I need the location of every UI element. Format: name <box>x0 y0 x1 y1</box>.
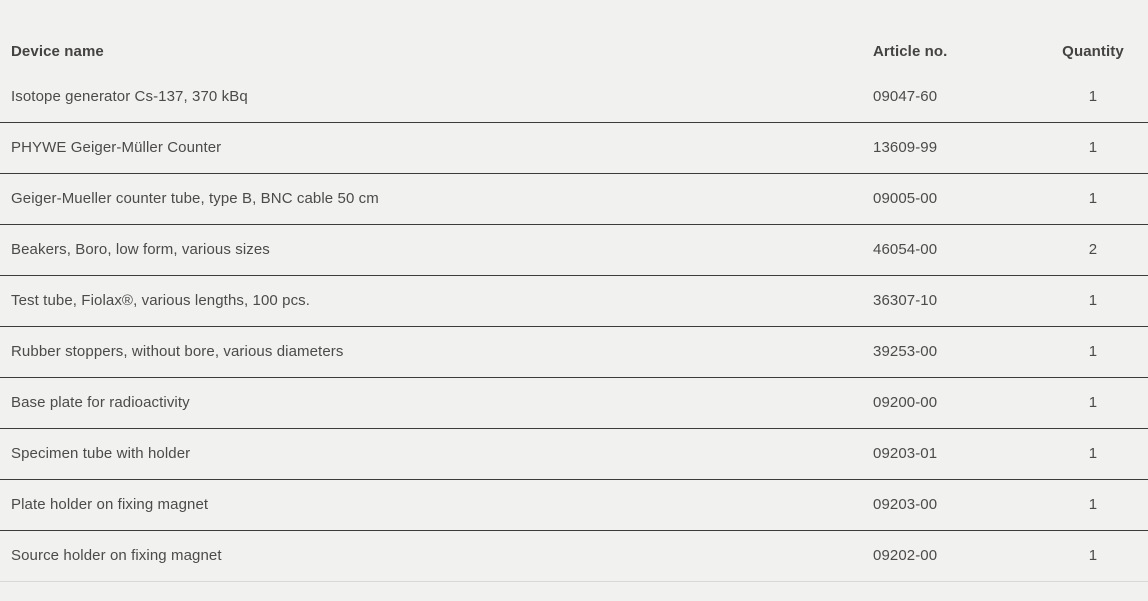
article-no-cell: 13609-99 <box>873 139 938 156</box>
quantity-cell: 1 <box>1088 445 1098 462</box>
device-name-cell: PHYWE Geiger-Müller Counter <box>11 139 222 156</box>
device-name-cell: Source holder on fixing magnet <box>11 547 222 564</box>
article-no-cell: 09200-00 <box>873 394 938 411</box>
device-name-cell: Geiger-Mueller counter tube, type B, BNC… <box>11 190 379 207</box>
quantity-cell: 1 <box>1088 343 1098 360</box>
device-name-cell: Specimen tube with holder <box>11 445 191 462</box>
table-row: PHYWE Geiger-Müller Counter 13609-99 1 <box>0 123 1148 174</box>
article-no-cell: 36307-10 <box>873 292 938 309</box>
article-no-cell: 09203-01 <box>873 445 938 462</box>
table-row: Beakers, Boro, low form, various sizes 4… <box>0 225 1148 276</box>
table-row: Source holder on fixing magnet 09202-00 … <box>0 531 1148 582</box>
quantity-cell: 2 <box>1088 241 1098 258</box>
quantity-cell: 1 <box>1088 394 1098 411</box>
device-name-cell: Rubber stoppers, without bore, various d… <box>11 343 344 360</box>
quantity-cell: 1 <box>1088 139 1098 156</box>
device-name-cell: Base plate for radioactivity <box>11 394 190 411</box>
column-header-article-no: Article no. <box>873 42 948 60</box>
equipment-table: Device name Article no. Quantity Isotope… <box>0 31 1148 582</box>
column-header-quantity: Quantity <box>1062 42 1124 60</box>
table-row: Rubber stoppers, without bore, various d… <box>0 327 1148 378</box>
article-no-cell: 46054-00 <box>873 241 938 258</box>
quantity-cell: 1 <box>1088 547 1098 564</box>
table-row: Base plate for radioactivity 09200-00 1 <box>0 378 1148 429</box>
table-row: Geiger-Mueller counter tube, type B, BNC… <box>0 174 1148 225</box>
table-row: Test tube, Fiolax®, various lengths, 100… <box>0 276 1148 327</box>
quantity-cell: 1 <box>1088 88 1098 105</box>
article-no-cell: 39253-00 <box>873 343 938 360</box>
quantity-cell: 1 <box>1088 496 1098 513</box>
table-row: Plate holder on fixing magnet 09203-00 1 <box>0 480 1148 531</box>
table-header-row: Device name Article no. Quantity <box>0 31 1148 72</box>
quantity-cell: 1 <box>1088 190 1098 207</box>
article-no-cell: 09047-60 <box>873 88 938 105</box>
device-name-cell: Plate holder on fixing magnet <box>11 496 209 513</box>
article-no-cell: 09202-00 <box>873 547 938 564</box>
quantity-cell: 1 <box>1088 292 1098 309</box>
device-name-cell: Beakers, Boro, low form, various sizes <box>11 241 270 258</box>
article-no-cell: 09203-00 <box>873 496 938 513</box>
table-row: Isotope generator Cs-137, 370 kBq 09047-… <box>0 72 1148 123</box>
device-name-cell: Isotope generator Cs-137, 370 kBq <box>11 88 248 105</box>
column-header-device-name: Device name <box>11 42 104 60</box>
device-name-cell: Test tube, Fiolax®, various lengths, 100… <box>11 292 311 309</box>
table-row: Specimen tube with holder 09203-01 1 <box>0 429 1148 480</box>
article-no-cell: 09005-00 <box>873 190 938 207</box>
table-body: Isotope generator Cs-137, 370 kBq 09047-… <box>0 72 1148 582</box>
